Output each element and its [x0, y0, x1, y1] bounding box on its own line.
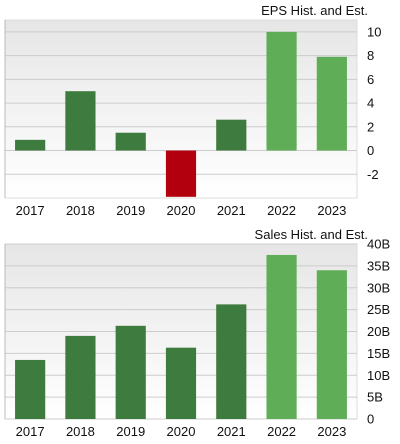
sales-ytick-label: 35B: [367, 258, 390, 273]
sales-bar-2019: [115, 325, 146, 419]
sales-chart-title: Sales Hist. and Est.: [254, 227, 368, 242]
eps-bar-2019: [115, 132, 146, 151]
sales-xtick-label: 2020: [167, 424, 196, 439]
sales-ytick-label: 30B: [367, 280, 390, 295]
sales-xtick-label: 2022: [267, 424, 296, 439]
sales-ytick-label: 0: [367, 412, 374, 427]
eps-ytick-label: 4: [367, 96, 374, 111]
eps-chart-svg: -2 0 2 4 6 8 10 2017 2018 2019 2020 2021 2022 2023: [4, 19, 381, 218]
sales-ytick-label: 15B: [367, 346, 390, 361]
sales-bar-2017: [15, 359, 46, 419]
eps-ytick-label: 6: [367, 72, 374, 87]
sales-bar-2021: [216, 304, 247, 419]
sales-bar-2023: [316, 270, 347, 419]
eps-xtick-label: 2022: [267, 203, 296, 218]
sales-chart: Sales Hist. and Est. 0 5B 10B 15B 20B 25B 30B 3…: [0, 224, 400, 439]
eps-ytick-label: 10: [367, 24, 381, 39]
sales-ytick-label: 40B: [367, 237, 390, 252]
eps-xtick-label: 2018: [66, 203, 95, 218]
sales-xtick-label: 2023: [317, 424, 346, 439]
sales-ytick-label: 25B: [367, 302, 390, 317]
sales-ytick-label: 10B: [367, 368, 390, 383]
sales-xtick-label: 2021: [217, 424, 246, 439]
sales-xtick-label: 2018: [66, 424, 95, 439]
eps-bar-2022: [266, 31, 297, 151]
eps-ytick-label: 8: [367, 48, 374, 63]
eps-bar-2018: [65, 91, 96, 151]
eps-bar-2017: [15, 139, 46, 151]
eps-ytick-label: 0: [367, 143, 374, 158]
eps-bar-2021: [216, 119, 247, 151]
eps-bar-2020: [165, 150, 197, 197]
eps-xtick-label: 2020: [167, 203, 196, 218]
eps-xtick-label: 2017: [16, 203, 45, 218]
sales-bar-2020: [165, 347, 197, 419]
eps-chart: EPS Hist. and Est. -2 0 2 4 6 8 10 2017 2018 2019…: [0, 0, 400, 220]
eps-xtick-label: 2023: [317, 203, 346, 218]
sales-bar-2022: [266, 254, 297, 419]
eps-ytick-label: 2: [367, 119, 374, 134]
sales-ytick-label: 5B: [367, 390, 383, 405]
eps-ytick-label: -2: [367, 167, 379, 182]
sales-xtick-label: 2017: [16, 424, 45, 439]
sales-chart-svg: 0 5B 10B 15B 20B 25B 30B 35B 40B 2017 2018 2019 2020…: [4, 237, 390, 439]
sales-ytick-label: 20B: [367, 324, 390, 339]
eps-chart-title: EPS Hist. and Est.: [261, 3, 368, 18]
sales-xtick-label: 2019: [116, 424, 145, 439]
eps-bar-2023: [316, 56, 347, 151]
eps-xtick-label: 2021: [217, 203, 246, 218]
sales-bar-2018: [65, 335, 96, 419]
eps-xtick-label: 2019: [116, 203, 145, 218]
